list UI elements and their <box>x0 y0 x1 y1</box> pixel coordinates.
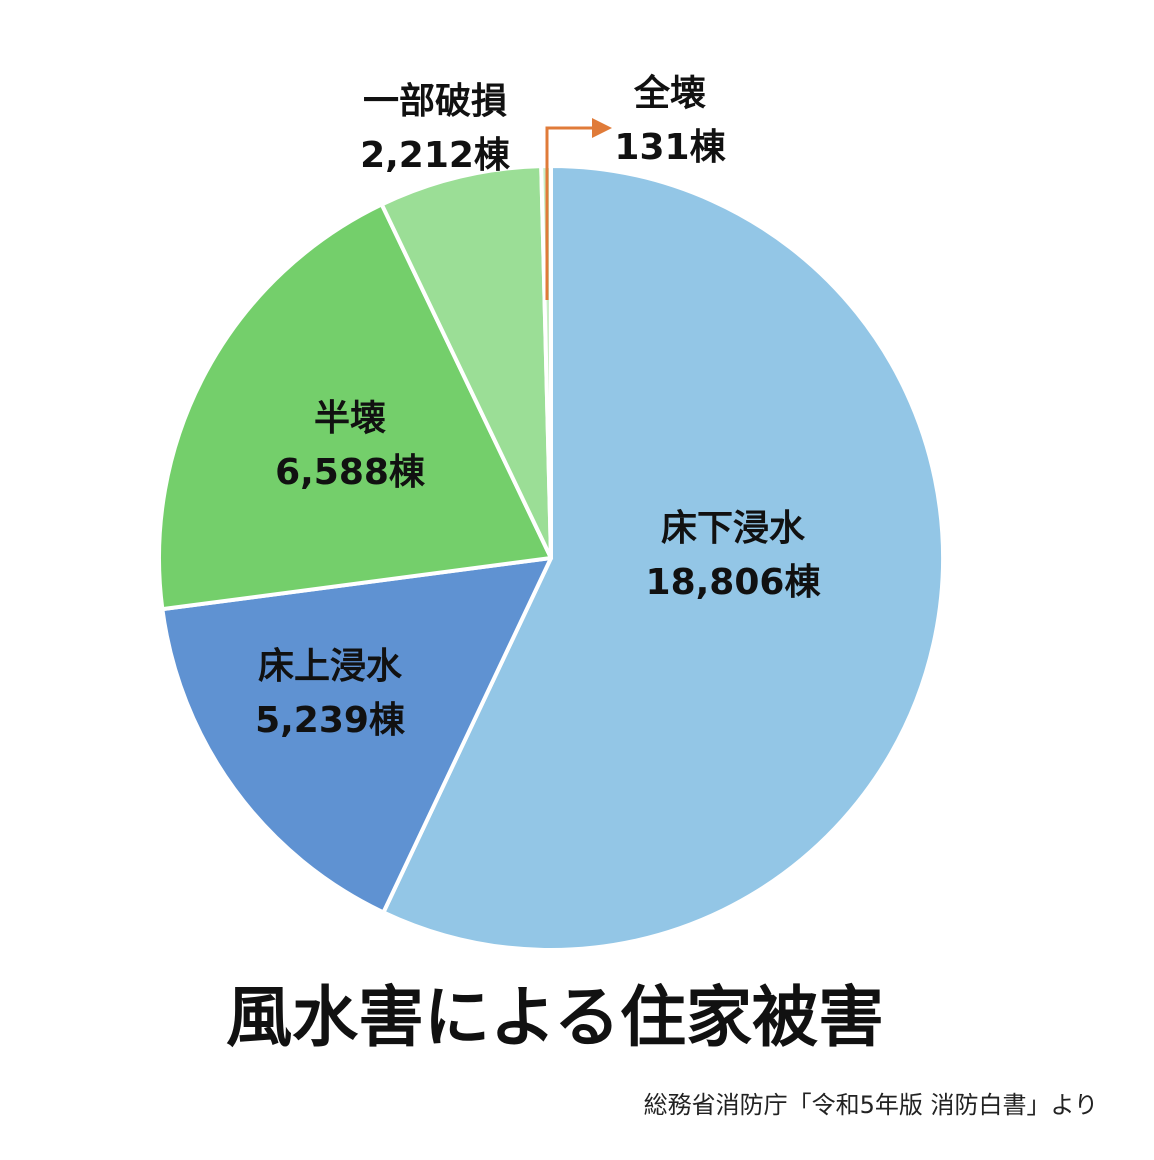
slice-value-label: 18,806棟 <box>646 562 822 603</box>
slice-category: 床下浸水 <box>661 508 806 549</box>
pie <box>157 164 945 952</box>
callout-arrowhead <box>592 118 612 138</box>
slice-category: 一部破損 <box>363 81 507 122</box>
slice-category: 床上浸水 <box>258 646 403 687</box>
slice-category: 半壊 <box>314 398 386 439</box>
slice-value-label: 131棟 <box>614 127 726 168</box>
slice-value-label: 6,588棟 <box>275 452 426 493</box>
pie-slice <box>381 164 945 952</box>
pie-slice <box>160 556 553 915</box>
source-note: 総務省消防庁「令和5年版 消防白書」より <box>644 1091 1098 1119</box>
slice-value-label: 5,239棟 <box>255 700 406 741</box>
pie-slice <box>157 202 553 612</box>
callout-arrow <box>545 126 598 300</box>
chart-title: 風水害による住家被害 <box>226 979 884 1056</box>
pie-slice <box>379 164 553 560</box>
slice-category: 全壊 <box>633 72 706 114</box>
slice-value-label: 2,212棟 <box>360 135 511 176</box>
